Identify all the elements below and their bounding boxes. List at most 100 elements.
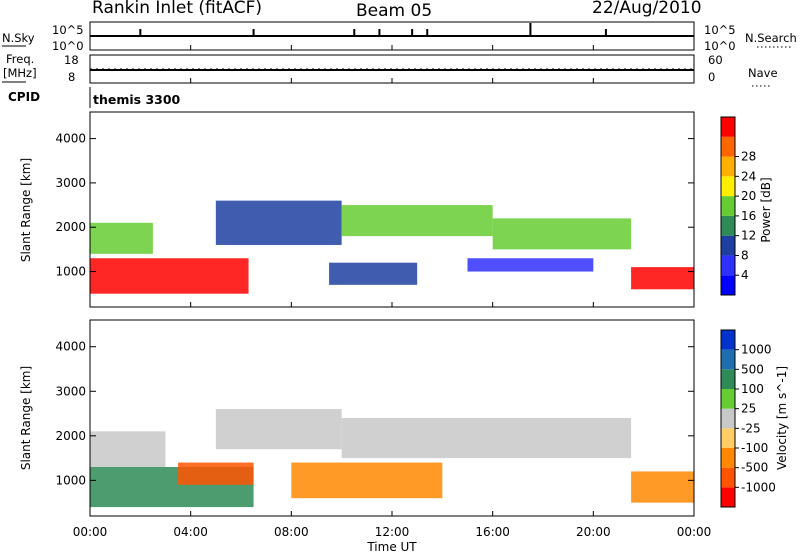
colorbar-segment-0 bbox=[721, 275, 735, 295]
colorbar-tick-label-3: 25 bbox=[741, 402, 756, 416]
colorbar-tick-label-6: 28 bbox=[741, 150, 756, 164]
colorbar-tick-label-7: -1000 bbox=[741, 480, 776, 494]
colorbar-tick-label-1: 8 bbox=[741, 248, 749, 262]
colorbar-segment-7 bbox=[721, 136, 735, 157]
site-title: Rankin Inlet (fitACF) bbox=[92, 0, 262, 18]
data-band-2 bbox=[215, 200, 342, 245]
sky-left-tick-bottom: 10^0 bbox=[52, 39, 84, 53]
colorbar-tick-label-3: 16 bbox=[741, 209, 756, 223]
data-band-4 bbox=[492, 218, 632, 250]
colorbar-tick-label-2: 12 bbox=[741, 229, 756, 243]
freq-unit-label: [MHz] bbox=[3, 66, 37, 80]
colorbar-segment-6 bbox=[721, 156, 735, 177]
power-colorbar: 4 8 12 16 20 24 28 bbox=[720, 116, 756, 296]
power-data-layer bbox=[90, 200, 694, 294]
data-band-2 bbox=[215, 409, 342, 450]
data-band-3 bbox=[341, 205, 493, 237]
time-tick-label-3: 12:00 bbox=[375, 525, 410, 539]
velocity-y-ticks: 1000 2000 3000 4000 bbox=[55, 340, 694, 487]
sky-left-tick-top: 10^5 bbox=[52, 23, 84, 37]
time-axis-label: Time UT bbox=[366, 540, 417, 554]
nsky-label: N.Sky bbox=[2, 31, 35, 45]
nsearch-label: N.Search bbox=[745, 31, 797, 45]
colorbar-segment-4 bbox=[721, 408, 735, 429]
data-band-3 bbox=[341, 418, 632, 459]
data-band-6 bbox=[178, 462, 254, 485]
colorbar-tick-label-0: 1000 bbox=[741, 343, 772, 357]
colorbar-tick-label-2: 100 bbox=[741, 382, 764, 396]
power-colorbar-label: Power [dB] bbox=[759, 177, 773, 242]
y-tick-label-2: 3000 bbox=[55, 176, 86, 190]
colorbar-segment-0 bbox=[721, 487, 735, 507]
data-band-5 bbox=[631, 267, 694, 290]
y-tick-label-0: 1000 bbox=[55, 473, 86, 487]
data-band-1 bbox=[90, 431, 166, 467]
sky-trace bbox=[90, 23, 694, 37]
colorbar-segment-2 bbox=[721, 448, 735, 468]
velocity-panel: 1000 2000 3000 4000 Slant Range [km] 1000 50… bbox=[19, 319, 789, 517]
colorbar-segment-6 bbox=[721, 369, 735, 389]
time-tick-label-0: 00:00 bbox=[73, 525, 108, 539]
colorbar-tick-label-1: 500 bbox=[741, 362, 764, 376]
time-tick-label-6: 00:00 bbox=[677, 525, 712, 539]
data-band-1 bbox=[90, 222, 153, 254]
time-axis-ticks: 00:00 04:00 08:00 12:00 16:00 20:00 00:00 bbox=[73, 45, 712, 539]
colorbar-frame bbox=[720, 329, 736, 508]
cpid-label: CPID bbox=[8, 90, 40, 104]
freq-panel: Freq. [MHz] 18 8 60 0 Nave bbox=[2, 52, 778, 87]
sky-panel: N.Sky 10^5 10^0 10^5 10^0 N.Search bbox=[2, 21, 797, 53]
cpid-panel: CPID themis 3300 bbox=[8, 87, 181, 108]
data-band-7 bbox=[467, 258, 594, 272]
freq-label: Freq. bbox=[6, 52, 34, 66]
y-tick-label-1: 2000 bbox=[55, 429, 86, 443]
colorbar-segment-4 bbox=[721, 196, 735, 216]
colorbar-segment-2 bbox=[721, 235, 735, 256]
y-tick-label-1: 2000 bbox=[55, 220, 86, 234]
velocity-colorbar-label: Velocity [m s^-1] bbox=[775, 366, 789, 470]
cpid-value: themis 3300 bbox=[93, 92, 181, 107]
colorbar-tick-label-4: 20 bbox=[741, 189, 756, 203]
colorbar-tick-label-5: 24 bbox=[741, 169, 756, 183]
freq-right-tick-bottom: 0 bbox=[708, 70, 715, 84]
colorbar-segment-1 bbox=[721, 467, 735, 488]
y-tick-label-2: 3000 bbox=[55, 384, 86, 398]
velocity-colorbar: 1000 500 100 25 -25 -100 -500 -1000 bbox=[720, 329, 776, 508]
freq-left-tick-bottom: 8 bbox=[68, 70, 75, 84]
data-band-6 bbox=[329, 262, 418, 285]
colorbar-segment-8 bbox=[721, 330, 735, 350]
sky-right-tick-top: 10^5 bbox=[704, 23, 736, 37]
colorbar-segment-3 bbox=[721, 428, 735, 448]
colorbar-segment-3 bbox=[721, 215, 735, 236]
nave-label: Nave bbox=[748, 66, 778, 80]
colorbar-segment-5 bbox=[721, 176, 735, 197]
colorbar-segment-7 bbox=[721, 349, 735, 370]
colorbar-tick-label-5: -100 bbox=[741, 441, 768, 455]
data-band-5 bbox=[631, 471, 694, 503]
colorbar-frame bbox=[720, 116, 736, 296]
freq-right-tick-top: 60 bbox=[708, 53, 723, 67]
data-band-0 bbox=[90, 258, 249, 294]
y-tick-label-3: 4000 bbox=[55, 132, 86, 146]
date-title: 22/Aug/2010 bbox=[592, 0, 702, 18]
colorbar-tick-label-0: 4 bbox=[741, 268, 749, 282]
velocity-ylabel: Slant Range [km] bbox=[19, 366, 33, 470]
y-tick-label-0: 1000 bbox=[55, 265, 86, 279]
colorbar-segment-1 bbox=[721, 255, 735, 276]
freq-left-tick-top: 18 bbox=[64, 53, 79, 67]
time-tick-label-4: 16:00 bbox=[475, 525, 510, 539]
power-panel: 1000 2000 3000 4000 Slant Range [km] 4 8 12 16… bbox=[19, 111, 773, 308]
colorbar-segment-5 bbox=[721, 389, 735, 409]
y-tick-label-3: 4000 bbox=[55, 340, 86, 354]
time-tick-label-1: 04:00 bbox=[173, 525, 208, 539]
sky-right-tick-bottom: 10^0 bbox=[704, 39, 736, 53]
power-ylabel: Slant Range [km] bbox=[19, 158, 33, 262]
data-band-4 bbox=[291, 462, 443, 499]
beam-title: Beam 05 bbox=[356, 1, 432, 21]
colorbar-segment-8 bbox=[721, 117, 735, 137]
time-tick-label-5: 20:00 bbox=[576, 525, 611, 539]
colorbar-tick-label-6: -500 bbox=[741, 461, 768, 475]
velocity-data-layer bbox=[90, 409, 694, 508]
power-y-ticks: 1000 2000 3000 4000 bbox=[55, 132, 694, 279]
time-tick-label-2: 08:00 bbox=[274, 525, 309, 539]
